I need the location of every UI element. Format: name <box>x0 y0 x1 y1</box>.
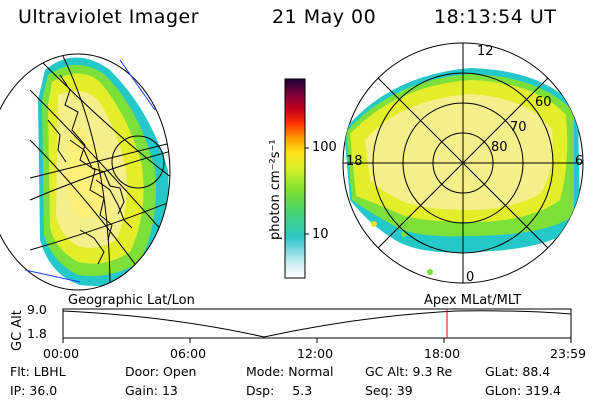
info-glon: GLon: 319.4 <box>485 383 561 398</box>
info-door: Door: Open <box>125 364 196 379</box>
info-flt-label: Flt: <box>10 364 30 379</box>
colorbar-tick-10: 10 <box>312 227 329 242</box>
info-mode-label: Mode: <box>246 364 285 379</box>
timeline-ymin: 1.8 <box>27 326 47 341</box>
caption-geographic: Geographic Lat/Lon <box>68 293 195 308</box>
mlt-label-0: 0 <box>466 270 475 285</box>
info-dsp: Dsp: 5.3 <box>246 383 312 398</box>
timeline-plot <box>62 308 572 343</box>
instrument-title: Ultraviolet Imager <box>18 6 200 28</box>
timeline-tick-0600: 06:00 <box>170 346 207 361</box>
info-gcalt-value: 9.3 Re <box>412 364 453 379</box>
info-gcalt-label: GC Alt: <box>365 364 409 379</box>
info-dsp-value: 5.3 <box>292 383 313 398</box>
info-glat-value: 88.4 <box>522 364 551 379</box>
timeline-ymax: 9.0 <box>27 302 47 317</box>
geographic-image <box>0 53 171 291</box>
info-seq-label: Seq: <box>365 383 393 398</box>
info-seq: Seq: 39 <box>365 383 413 398</box>
colorbar-unit-label: photon cm⁻²s⁻¹ <box>268 139 283 240</box>
info-ip-value: 36.0 <box>29 383 58 398</box>
info-gcalt: GC Alt: 9.3 Re <box>365 364 452 379</box>
info-gain-label: Gain: <box>125 383 158 398</box>
info-gain-value: 13 <box>161 383 178 398</box>
mlt-label-18: 18 <box>346 154 363 169</box>
polar-plot <box>342 42 584 284</box>
colorbar <box>284 78 309 279</box>
info-mode: Mode: Normal <box>246 364 334 379</box>
info-glat-label: GLat: <box>485 364 519 379</box>
mlt-label-6: 6 <box>575 154 584 169</box>
timeline-tick-1200: 12:00 <box>297 346 334 361</box>
info-door-label: Door: <box>125 364 160 379</box>
time-label: 18:13:54 UT <box>434 6 557 28</box>
date-label: 21 May 00 <box>272 6 377 28</box>
info-flt-value: LBHL <box>33 364 66 379</box>
info-dsp-label: Dsp: <box>246 383 275 398</box>
info-mode-value: Normal <box>288 364 334 379</box>
timeline-axis-label: GC Alt <box>10 310 25 351</box>
info-glon-value: 319.4 <box>525 383 561 398</box>
info-glat: GLat: 88.4 <box>485 364 550 379</box>
timeline-tick-2359: 23:59 <box>550 346 587 361</box>
colorbar-tick-100: 100 <box>312 140 337 155</box>
lat-label-70: 70 <box>510 120 527 135</box>
lat-label-60: 60 <box>535 95 552 110</box>
timeline-tick-1800: 18:00 <box>424 346 461 361</box>
info-flt: Flt: LBHL <box>10 364 66 379</box>
info-ip-label: IP: <box>10 383 26 398</box>
timeline-tick-0000: 00:00 <box>43 346 80 361</box>
info-gain: Gain: 13 <box>125 383 178 398</box>
info-seq-value: 39 <box>396 383 413 398</box>
mlt-label-12: 12 <box>477 44 494 59</box>
info-glon-label: GLon: <box>485 383 522 398</box>
caption-apex: Apex MLat/MLT <box>424 293 522 308</box>
info-door-value: Open <box>163 364 197 379</box>
info-ip: IP: 36.0 <box>10 383 57 398</box>
lat-label-80: 80 <box>491 140 508 155</box>
